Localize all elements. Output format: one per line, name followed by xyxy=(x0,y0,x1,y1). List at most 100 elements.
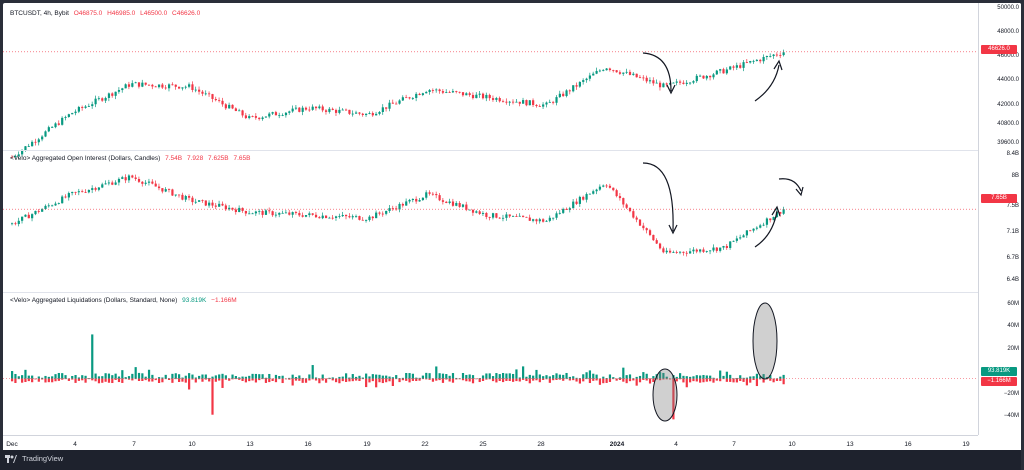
liq-short-bar xyxy=(154,378,157,381)
price-candle xyxy=(608,68,612,71)
time-axis-label: 2024 xyxy=(609,441,625,448)
price-candle xyxy=(545,102,548,105)
liq-long-bar xyxy=(117,376,121,379)
price-candle xyxy=(345,109,348,111)
annotation-arrowhead xyxy=(771,205,781,217)
liq-long-bar xyxy=(381,375,384,379)
oi-legend-name[interactable]: <Velo> Aggregated Open Interest (Dollars… xyxy=(10,155,161,162)
oi-candle xyxy=(398,203,401,210)
liq-short-bar xyxy=(565,378,568,380)
oi-candle xyxy=(24,214,27,217)
liq-short-bar xyxy=(358,378,361,382)
liq-short-bar xyxy=(261,378,264,380)
oi-candle xyxy=(772,216,775,221)
liq-short-bar xyxy=(665,378,668,380)
oi-candle xyxy=(598,186,602,190)
price-candle xyxy=(57,123,60,125)
liq-short-bar xyxy=(542,378,545,380)
price-candle xyxy=(632,73,635,75)
liq-legend-name[interactable]: <Velo> Aggregated Liquidations (Dollars,… xyxy=(10,297,178,304)
price-candle xyxy=(31,141,34,147)
oi-candle xyxy=(602,185,605,187)
time-axis-label: 13 xyxy=(246,441,254,448)
pane-separator-2[interactable] xyxy=(3,292,978,293)
price-axis[interactable]: 50000.0 48000.0 46000.0 44000.0 42000.0 … xyxy=(978,3,1021,435)
liq-long-bar xyxy=(592,373,595,379)
chart-area[interactable]: BTCUSDT, 4h, Bybit O46875.0 H46985.0 L46… xyxy=(3,3,978,435)
liq-short-bar xyxy=(562,378,565,381)
liq-short-bar xyxy=(722,378,725,380)
liq-short-bar xyxy=(755,378,759,387)
price-candle xyxy=(47,127,50,132)
time-axis-label: 4 xyxy=(73,441,77,448)
liq-long-bar xyxy=(131,373,134,379)
liq-long-bar xyxy=(191,374,194,379)
price-legend-symbol[interactable]: BTCUSDT, 4h, Bybit xyxy=(10,10,69,17)
liq-short-bar xyxy=(194,378,197,383)
oi-candle xyxy=(752,228,755,231)
price-candle xyxy=(341,109,344,111)
liq-short-bar xyxy=(648,378,652,384)
liq-short-bar xyxy=(248,378,251,382)
price-candle xyxy=(134,82,137,84)
liq-short-bar xyxy=(578,378,581,384)
price-candle xyxy=(178,86,181,89)
liq-short-bar xyxy=(729,378,732,382)
price-candle xyxy=(749,61,752,63)
oi-candle xyxy=(448,201,451,204)
liq-long-bar xyxy=(568,376,571,379)
liq-short-bar xyxy=(231,378,234,380)
price-candle xyxy=(271,112,274,114)
liq-short-bar xyxy=(348,378,351,382)
liq-long-bar xyxy=(512,373,515,379)
oi-candle xyxy=(385,210,388,214)
price-candle xyxy=(204,93,207,95)
liq-long-bar xyxy=(208,377,211,379)
price-candle xyxy=(87,106,91,107)
price-candle xyxy=(184,86,187,88)
liq-short-bar xyxy=(355,378,358,381)
oi-candle xyxy=(324,215,328,219)
liq-long-bar xyxy=(585,372,588,379)
time-axis[interactable]: Dec 4 7 10 13 16 19 22 25 28 2024 4 7 10 13 16 19 xyxy=(3,435,978,454)
price-candle xyxy=(782,52,785,56)
liq-long-bar xyxy=(498,374,501,379)
liq-long-bar xyxy=(425,372,428,379)
liq-long-bar xyxy=(658,372,662,379)
liq-short-bar xyxy=(699,378,702,383)
liq-short-bar xyxy=(769,378,772,381)
oi-candle xyxy=(455,203,458,206)
time-axis-label: Dec xyxy=(6,441,18,448)
annotation-arrowhead xyxy=(773,59,783,71)
price-candle xyxy=(682,82,685,84)
oi-candle xyxy=(592,191,595,194)
liq-long-bar xyxy=(147,369,151,379)
liq-short-bar xyxy=(218,378,221,381)
price-candle xyxy=(97,98,101,100)
liq-long-bar xyxy=(538,374,541,379)
liq-long-bar xyxy=(635,376,638,379)
price-candle xyxy=(137,82,141,87)
liq-long-bar xyxy=(759,376,762,379)
price-candle xyxy=(284,112,288,116)
tradingview-brand[interactable]: TradingView xyxy=(5,454,63,464)
chart-canvas[interactable] xyxy=(3,3,978,435)
liq-long-bar xyxy=(291,374,294,379)
price-candle xyxy=(642,77,645,79)
liq-long-bar xyxy=(745,377,748,379)
liq-short-bar xyxy=(97,378,101,384)
footer-bar: TradingView xyxy=(0,450,1021,470)
liq-long-bar xyxy=(642,372,645,379)
oi-candle xyxy=(695,249,698,252)
liq-short-bar xyxy=(304,378,308,383)
pane-separator-1[interactable] xyxy=(3,150,978,151)
oi-candle xyxy=(341,215,344,217)
liq-short-bar xyxy=(171,378,174,383)
oi-candle xyxy=(438,195,441,201)
price-legend: BTCUSDT, 4h, Bybit O46875.0 H46985.0 L46… xyxy=(10,10,200,17)
oi-candle xyxy=(198,200,201,202)
price-candle xyxy=(365,113,368,115)
price-candle xyxy=(435,89,438,91)
liq-long-bar xyxy=(218,374,221,379)
liq-long-bar xyxy=(248,375,251,379)
